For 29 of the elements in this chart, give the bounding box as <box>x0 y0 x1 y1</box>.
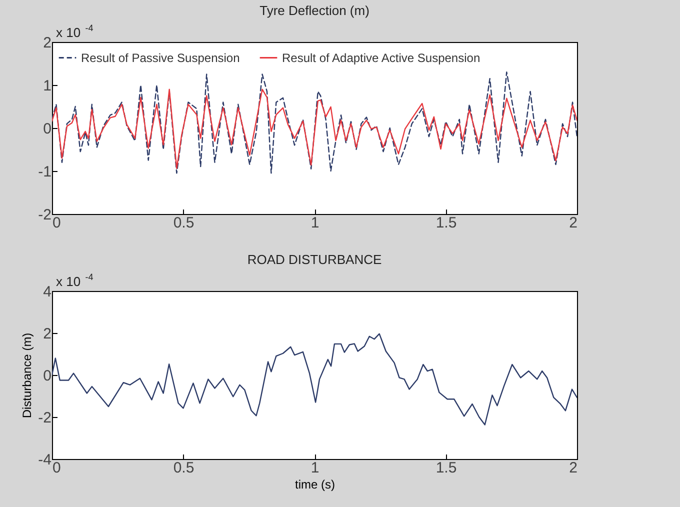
y-tick-label: -1 <box>38 164 52 180</box>
x-tick-label: 1 <box>310 214 320 232</box>
y-tick-label: -4 <box>38 452 52 468</box>
x-tick-label: 0.5 <box>173 460 194 476</box>
line-series <box>52 88 577 170</box>
y-tick-label: 4 <box>43 284 52 300</box>
x-tick-label: 2 <box>569 460 578 476</box>
y-tick-label: 1 <box>43 78 52 94</box>
y-axis-title: Disturbance (m) <box>20 332 34 418</box>
chart-title: Tyre Deflection (m) <box>260 3 370 18</box>
text: x 10-4 <box>56 272 94 289</box>
y-tick-label: -2 <box>38 206 52 224</box>
legend-label: Result of Adaptive Active Suspension <box>282 50 480 65</box>
x-tick-label: 2 <box>569 214 578 232</box>
y-tick-label: 2 <box>43 326 52 342</box>
legend-label: Result of Passive Suspension <box>81 50 240 65</box>
y-tick-label: 2 <box>43 34 52 52</box>
x-tick-label: 1.5 <box>436 460 457 476</box>
x-tick-label: 0.5 <box>173 214 194 232</box>
chart-title: ROAD DISTURBANCE <box>247 252 382 267</box>
text: x 10-4 <box>56 23 94 40</box>
x-tick-label: 1.5 <box>436 214 457 232</box>
y-tick-label: 0 <box>43 368 52 384</box>
y-tick-label: -2 <box>38 410 52 426</box>
line-series <box>52 72 577 174</box>
line-series <box>52 333 577 426</box>
y-tick-label: 0 <box>43 120 52 138</box>
x-axis-title: time (s) <box>295 478 335 492</box>
x-tick-label: 1 <box>310 460 320 476</box>
